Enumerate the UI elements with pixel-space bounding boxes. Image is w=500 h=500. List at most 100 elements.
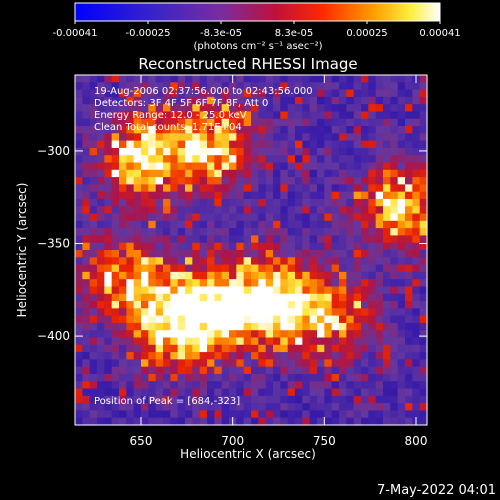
heatmap-cell	[280, 322, 289, 331]
heatmap-cell	[133, 264, 142, 273]
heatmap-cell	[82, 410, 91, 419]
heatmap-cell	[126, 96, 135, 105]
heatmap-cell	[339, 359, 347, 368]
heatmap-cell	[353, 417, 362, 426]
heatmap-cell	[236, 315, 245, 324]
heatmap-cell	[229, 213, 237, 222]
heatmap-cell	[97, 82, 105, 91]
heatmap-cell	[346, 126, 355, 134]
heatmap-cell	[97, 198, 105, 207]
heatmap-cell	[89, 352, 98, 360]
heatmap-cell	[207, 104, 215, 113]
heatmap-cell	[236, 75, 245, 83]
heatmap-cell	[309, 403, 318, 412]
heatmap-cell	[302, 417, 311, 426]
heatmap-cell	[331, 118, 340, 127]
heatmap-cell	[89, 344, 98, 353]
heatmap-cell	[353, 308, 362, 317]
heatmap-cell	[221, 140, 230, 149]
heatmap-cell	[185, 322, 193, 331]
heatmap-cell	[177, 271, 186, 280]
heatmap-cell	[353, 264, 362, 273]
heatmap-cell	[236, 162, 245, 171]
heatmap-cell	[148, 177, 157, 185]
heatmap-cell	[331, 228, 340, 237]
heatmap-cell	[287, 395, 296, 404]
heatmap-cell	[170, 126, 179, 134]
heatmap-cell	[75, 257, 83, 266]
heatmap-cell	[273, 359, 281, 368]
heatmap-cell	[331, 184, 340, 193]
heatmap-cell	[397, 381, 406, 390]
heatmap-cell	[331, 388, 340, 397]
heatmap-cell	[82, 308, 91, 317]
heatmap-cell	[331, 417, 340, 426]
heatmap-cell	[75, 133, 83, 142]
heatmap-cell	[317, 242, 325, 251]
heatmap-cell	[89, 184, 98, 193]
heatmap-cell	[97, 191, 105, 200]
heatmap-cell	[199, 155, 208, 164]
heatmap-cell	[75, 82, 83, 91]
heatmap-cell	[97, 228, 105, 237]
heatmap-cell	[104, 155, 113, 164]
heatmap-cell	[207, 235, 215, 244]
heatmap-cell	[229, 140, 237, 149]
heatmap-cell	[75, 198, 83, 207]
heatmap-cell	[295, 96, 303, 105]
heatmap-cell	[383, 344, 391, 353]
heatmap-cell	[243, 257, 252, 266]
heatmap-cell	[390, 206, 399, 215]
heatmap-cell	[177, 352, 186, 360]
heatmap-cell	[405, 133, 413, 142]
heatmap-cell	[383, 213, 391, 222]
heatmap-cell	[163, 177, 171, 185]
heatmap-cell	[251, 242, 259, 251]
heatmap-cell	[97, 388, 105, 397]
heatmap-cell	[192, 140, 201, 149]
heatmap-cell	[302, 308, 311, 317]
heatmap-cell	[82, 286, 91, 295]
heatmap-cell	[339, 235, 347, 244]
heatmap-cell	[221, 381, 230, 390]
heatmap-cell	[82, 315, 91, 324]
heatmap-cell	[133, 388, 142, 397]
heatmap-cell	[280, 395, 289, 404]
heatmap-cell	[353, 279, 362, 288]
heatmap-cell	[82, 140, 91, 149]
heatmap-cell	[185, 352, 193, 360]
heatmap-cell	[273, 271, 281, 280]
heatmap-cell	[317, 155, 325, 164]
heatmap-cell	[339, 89, 347, 98]
heatmap-cell	[97, 373, 105, 382]
heatmap-cell	[287, 315, 296, 324]
heatmap-cell	[126, 403, 135, 412]
heatmap-cell	[251, 330, 259, 339]
heatmap-cell	[390, 352, 399, 360]
heatmap-cell	[361, 206, 369, 215]
heatmap-cell	[353, 293, 362, 302]
heatmap-cell	[258, 388, 267, 397]
heatmap-cell	[141, 286, 149, 295]
heatmap-cell	[126, 177, 135, 185]
heatmap-cell	[97, 206, 105, 215]
heatmap-cell	[390, 89, 399, 98]
heatmap-cell	[192, 257, 201, 266]
heatmap-cell	[229, 279, 237, 288]
heatmap-cell	[317, 126, 325, 134]
heatmap-cell	[251, 191, 259, 200]
heatmap-cell	[419, 322, 428, 331]
heatmap-cell	[126, 410, 135, 419]
heatmap-cell	[243, 177, 252, 185]
heatmap-cell	[89, 322, 98, 331]
heatmap-cell	[111, 177, 120, 185]
heatmap-cell	[295, 155, 303, 164]
heatmap-cell	[214, 403, 223, 412]
heatmap-cell	[405, 250, 413, 258]
heatmap-cell	[155, 235, 164, 244]
heatmap-cell	[236, 89, 245, 98]
heatmap-cell	[273, 250, 281, 258]
heatmap-cell	[405, 118, 413, 127]
heatmap-cell	[199, 388, 208, 397]
heatmap-cell	[89, 366, 98, 375]
